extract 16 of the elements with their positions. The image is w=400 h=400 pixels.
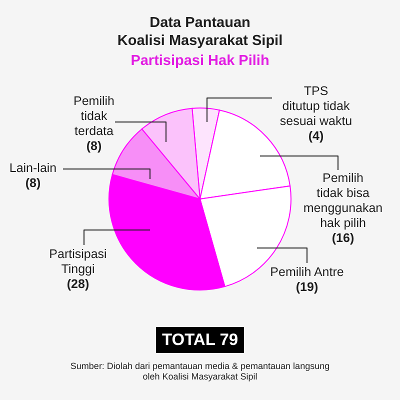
slice-label: Partisipasi Tinggi	[49, 247, 107, 276]
data-label: (16)	[332, 231, 354, 245]
chart-subtitle: Partisipasi Hak Pilih	[130, 53, 270, 69]
data-label: (28)	[66, 277, 90, 291]
text: TOTAL 79	[162, 331, 238, 349]
slice-label: Lain-lain	[9, 161, 57, 175]
text: Sumber: Diolah dari pemantauan media & pemantauan langsung oleh Koalisi Masyarakat Sipil	[70, 361, 330, 382]
data-label: (4)	[308, 129, 324, 143]
data-label: (8)	[86, 139, 102, 153]
slice-label: TPS ditutup tidak sesuai waktu	[280, 84, 352, 128]
slice-label: Pemilih Antre	[270, 265, 344, 279]
slice-label: Pemilih tidak terdata	[74, 94, 115, 138]
data-label: (19)	[296, 280, 318, 294]
slice-label: Pemilih tidak bisa menggunakan hak pilih	[303, 171, 383, 230]
chart-title: Data Pantauan Koalisi Masyarakat Sipil	[117, 15, 283, 49]
data-label: (8)	[25, 176, 41, 190]
